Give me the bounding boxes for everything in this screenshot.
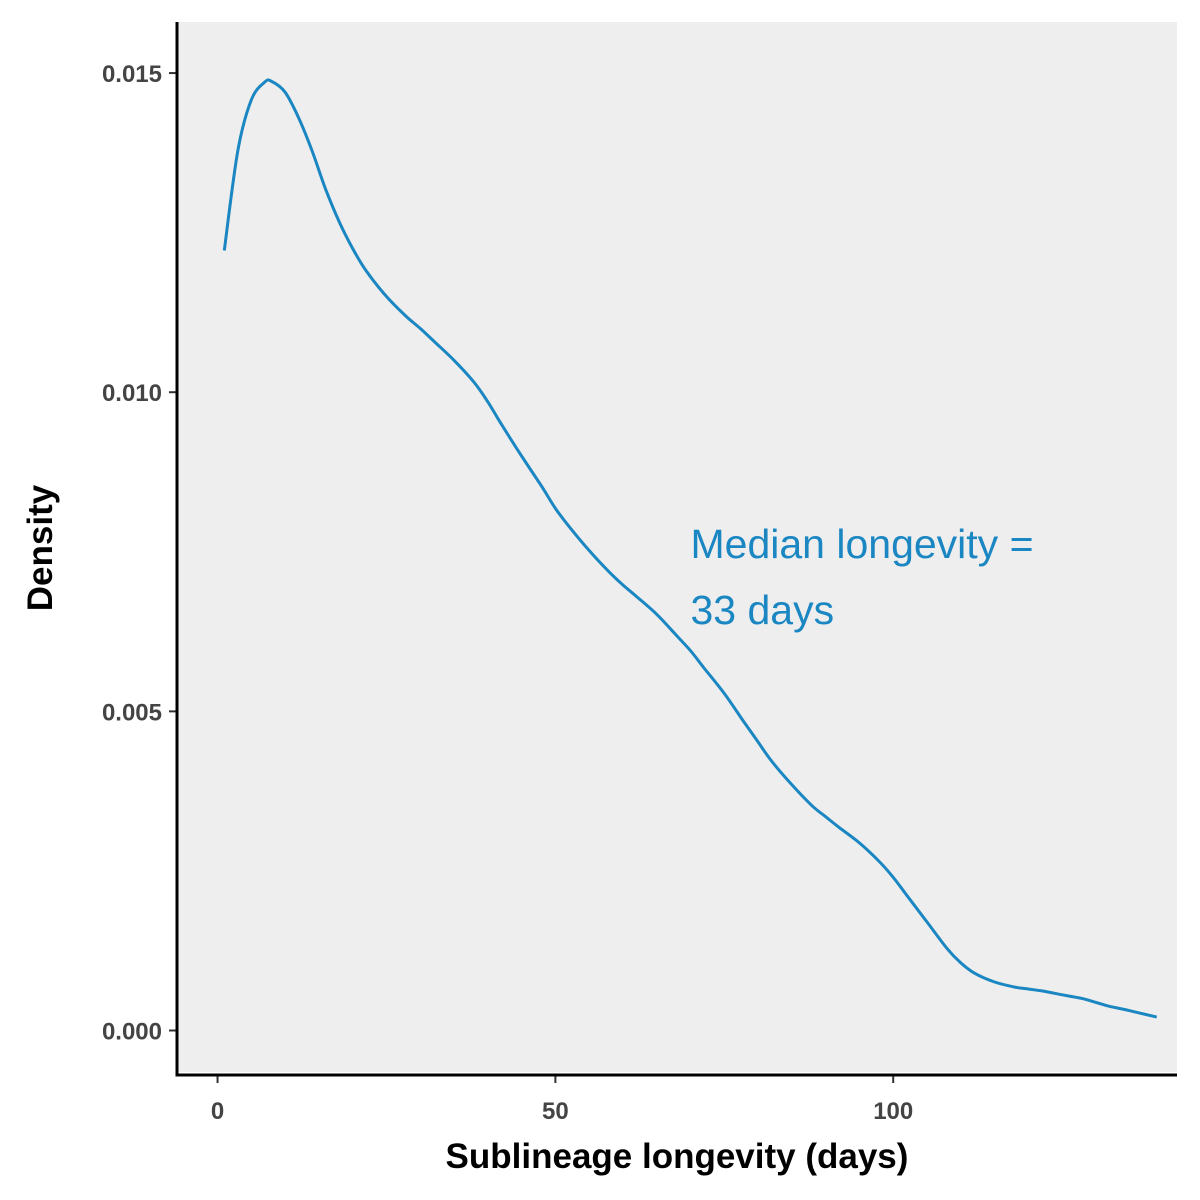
y-tick-label: 0.015 bbox=[102, 61, 162, 88]
median-annotation-line-1: Median longevity = bbox=[691, 521, 1034, 567]
x-axis-ticks: 0 50 100 bbox=[211, 1075, 913, 1125]
x-tick-label: 0 bbox=[211, 1098, 224, 1125]
y-tick-label: 0.005 bbox=[102, 699, 162, 726]
y-axis-title: Density bbox=[21, 484, 60, 611]
x-tick-label: 50 bbox=[542, 1098, 569, 1125]
y-axis-ticks: 0.000 0.005 0.010 0.015 bbox=[102, 61, 177, 1045]
y-tick-label: 0.000 bbox=[102, 1019, 162, 1046]
y-tick-label: 0.010 bbox=[102, 380, 162, 407]
x-tick-label: 100 bbox=[873, 1098, 913, 1125]
median-annotation-line-2: 33 days bbox=[691, 587, 835, 633]
x-axis-title: Sublineage longevity (days) bbox=[446, 1137, 909, 1176]
